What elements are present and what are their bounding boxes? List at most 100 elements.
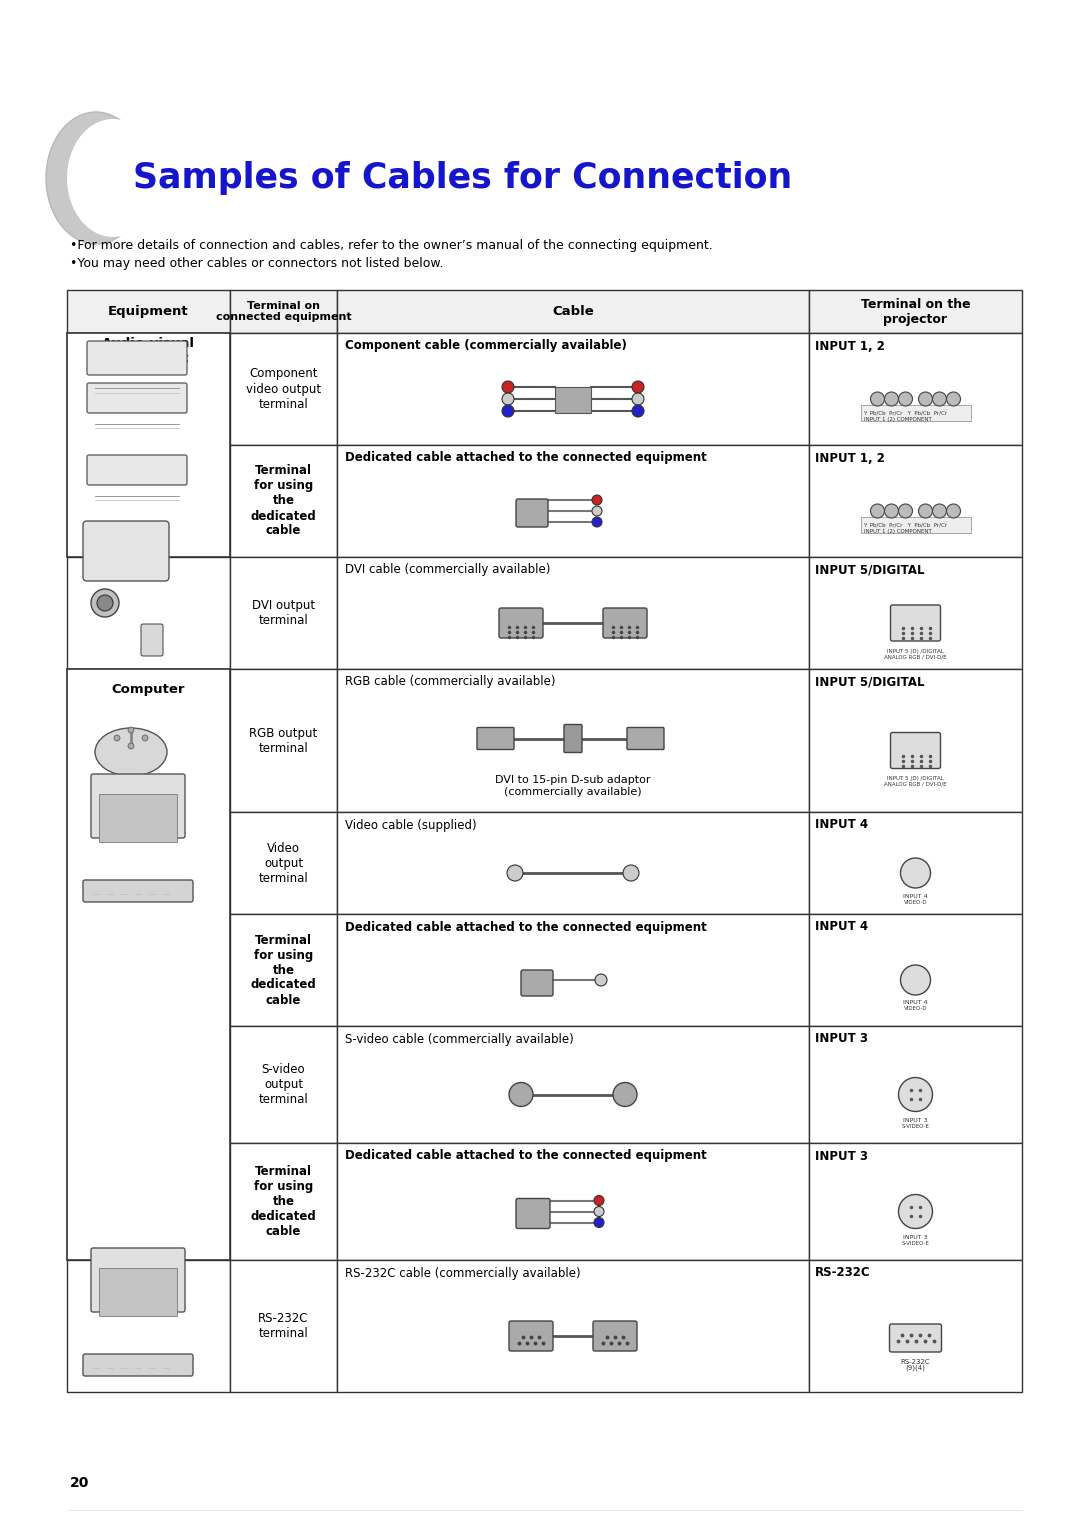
Text: Dedicated cable attached to the connected equipment: Dedicated cable attached to the connecte… xyxy=(345,920,706,934)
Text: Audio-visual
equipment: Audio-visual equipment xyxy=(102,337,195,364)
Circle shape xyxy=(91,589,119,617)
Circle shape xyxy=(594,1196,604,1205)
Circle shape xyxy=(595,974,607,986)
Bar xyxy=(337,289,809,334)
Bar xyxy=(230,557,337,669)
Text: INPUT 5/DIGITAL: INPUT 5/DIGITAL xyxy=(815,563,924,577)
Circle shape xyxy=(632,406,644,416)
FancyBboxPatch shape xyxy=(516,1199,550,1228)
Bar xyxy=(67,557,230,669)
Bar xyxy=(337,1260,809,1392)
Bar xyxy=(337,334,809,446)
FancyBboxPatch shape xyxy=(521,971,553,997)
Bar xyxy=(99,795,177,842)
Bar xyxy=(337,811,809,914)
Circle shape xyxy=(870,504,885,517)
Text: (9)(4): (9)(4) xyxy=(905,1364,926,1372)
Bar xyxy=(230,289,337,334)
Bar xyxy=(230,446,337,557)
Text: ANALOG RGB / DVI-D/E: ANALOG RGB / DVI-D/E xyxy=(885,654,947,660)
Circle shape xyxy=(946,392,960,406)
FancyBboxPatch shape xyxy=(890,1324,942,1352)
Text: INPUT 3: INPUT 3 xyxy=(903,1118,928,1124)
FancyBboxPatch shape xyxy=(627,727,664,750)
Bar xyxy=(230,1144,337,1260)
Circle shape xyxy=(899,1194,932,1228)
Bar xyxy=(809,446,1022,557)
FancyBboxPatch shape xyxy=(516,499,548,527)
Circle shape xyxy=(901,857,931,888)
Text: Terminal
for using
the
dedicated
cable: Terminal for using the dedicated cable xyxy=(251,1165,316,1239)
Text: INPUT 1 (2) COMPONENT: INPUT 1 (2) COMPONENT xyxy=(864,416,931,421)
Text: INPUT 5 (D) /DIGITAL: INPUT 5 (D) /DIGITAL xyxy=(887,776,944,781)
Text: INPUT 4: INPUT 4 xyxy=(815,920,868,934)
Circle shape xyxy=(918,504,932,517)
Bar xyxy=(809,1260,1022,1392)
Text: INPUT 1, 2: INPUT 1, 2 xyxy=(815,340,885,352)
Text: INPUT 1, 2: INPUT 1, 2 xyxy=(815,452,885,464)
Bar xyxy=(337,914,809,1026)
Circle shape xyxy=(632,393,644,406)
Bar xyxy=(67,289,230,334)
Text: VIDEO-D: VIDEO-D xyxy=(904,900,928,905)
Bar xyxy=(337,669,809,811)
Text: RS-232C: RS-232C xyxy=(901,1360,930,1366)
Bar xyxy=(67,1026,230,1144)
Circle shape xyxy=(507,865,523,880)
Text: INPUT 5/DIGITAL: INPUT 5/DIGITAL xyxy=(815,675,924,689)
Text: S-VIDEO-E: S-VIDEO-E xyxy=(902,1124,930,1128)
Text: Y  Pb/Cb  Pr/Cr   Y  Pb/Cb  Pr/Cr: Y Pb/Cb Pr/Cr Y Pb/Cb Pr/Cr xyxy=(864,410,947,415)
Text: Video
output
terminal: Video output terminal xyxy=(258,842,309,885)
Bar xyxy=(230,334,337,446)
Bar xyxy=(67,669,230,1260)
Bar xyxy=(809,669,1022,811)
Bar xyxy=(809,289,1022,334)
Circle shape xyxy=(592,507,602,516)
Ellipse shape xyxy=(95,729,167,776)
Circle shape xyxy=(623,865,639,880)
Text: Terminal
for using
the
dedicated
cable: Terminal for using the dedicated cable xyxy=(251,934,316,1006)
Bar xyxy=(99,1268,177,1317)
Text: INPUT 4: INPUT 4 xyxy=(815,819,868,831)
Text: INPUT 3: INPUT 3 xyxy=(815,1150,868,1162)
Text: RGB output
terminal: RGB output terminal xyxy=(249,727,318,755)
Bar xyxy=(809,1144,1022,1260)
Text: S-VIDEO-E: S-VIDEO-E xyxy=(902,1242,930,1246)
Text: RS-232C cable (commercially available): RS-232C cable (commercially available) xyxy=(345,1266,581,1280)
FancyBboxPatch shape xyxy=(603,608,647,638)
Circle shape xyxy=(509,1082,534,1107)
Text: S-video cable (commercially available): S-video cable (commercially available) xyxy=(345,1032,573,1046)
Text: INPUT 3: INPUT 3 xyxy=(815,1032,868,1046)
Text: INPUT 4: INPUT 4 xyxy=(903,894,928,899)
Ellipse shape xyxy=(46,112,146,243)
FancyBboxPatch shape xyxy=(477,727,514,750)
FancyBboxPatch shape xyxy=(87,341,187,375)
Text: INPUT 3: INPUT 3 xyxy=(903,1236,928,1240)
Text: INPUT 1 (2) COMPONENT: INPUT 1 (2) COMPONENT xyxy=(864,528,931,533)
Bar xyxy=(861,406,971,421)
Circle shape xyxy=(885,392,899,406)
Circle shape xyxy=(502,393,514,406)
FancyBboxPatch shape xyxy=(891,732,941,769)
Circle shape xyxy=(632,381,644,393)
Circle shape xyxy=(899,504,913,517)
FancyBboxPatch shape xyxy=(83,1353,193,1376)
Circle shape xyxy=(141,735,148,741)
Circle shape xyxy=(901,965,931,995)
FancyBboxPatch shape xyxy=(91,1248,185,1312)
Bar xyxy=(67,669,230,811)
Text: INPUT 5 (D) /DIGITAL: INPUT 5 (D) /DIGITAL xyxy=(887,649,944,654)
Bar xyxy=(67,1144,230,1260)
Circle shape xyxy=(592,517,602,527)
Bar xyxy=(230,669,337,811)
Bar xyxy=(809,334,1022,446)
Bar xyxy=(67,914,230,1026)
Text: Y  Pb/Cb  Pr/Cr   Y  Pb/Cb  Pr/Cr: Y Pb/Cb Pr/Cr Y Pb/Cb Pr/Cr xyxy=(864,522,947,528)
FancyBboxPatch shape xyxy=(87,455,187,485)
FancyBboxPatch shape xyxy=(83,880,193,902)
Bar xyxy=(230,1260,337,1392)
Text: Samples of Cables for Connection: Samples of Cables for Connection xyxy=(133,161,793,194)
Circle shape xyxy=(129,743,134,749)
Text: Dedicated cable attached to the connected equipment: Dedicated cable attached to the connecte… xyxy=(345,452,706,464)
Bar xyxy=(809,557,1022,669)
